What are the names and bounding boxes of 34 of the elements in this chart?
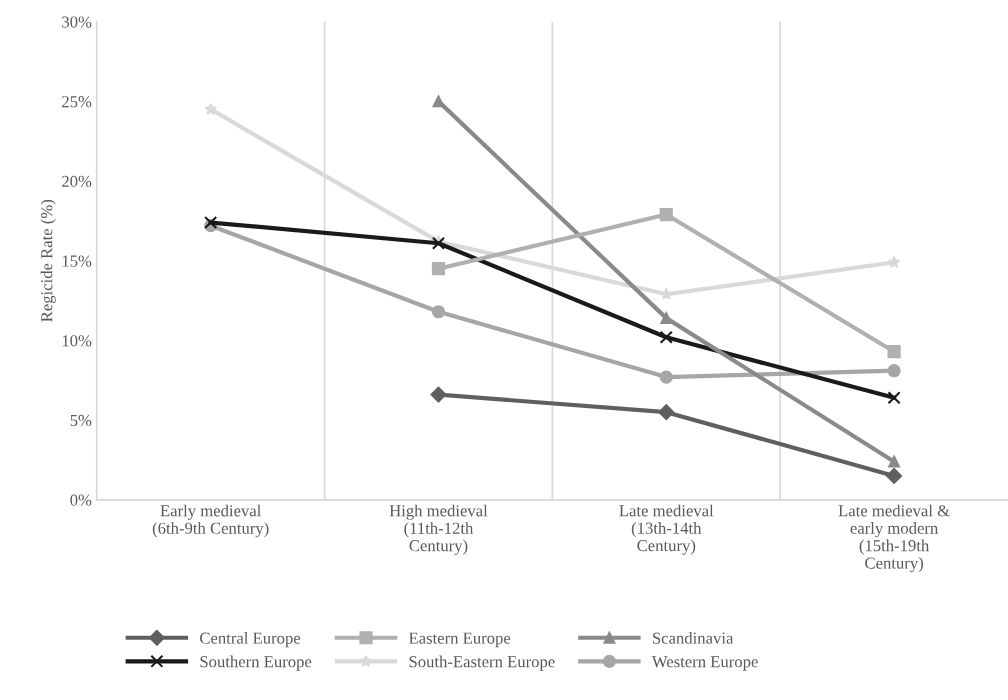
- legend-label: Southern Europe: [200, 655, 312, 671]
- y-tick-label: 0%: [70, 494, 92, 506]
- point: [886, 467, 903, 484]
- point: [430, 386, 447, 403]
- legend-label: South-Eastern Europe: [409, 655, 555, 671]
- legend-label: Central Europe: [200, 632, 301, 648]
- x-tick-label: Late medieval (13th-14th Century): [619, 504, 714, 555]
- y-axis-title: Regicide Rate (%): [40, 199, 56, 322]
- y-tick-label: 10%: [62, 335, 92, 347]
- x-tick-label: Early medieval (6th-9th Century): [152, 504, 269, 538]
- point: [204, 102, 217, 115]
- x-tick-label: Late medieval & early modern (15th-19th Century): [838, 504, 950, 573]
- point: [660, 312, 673, 325]
- point: [659, 207, 673, 222]
- legend-label: Scandinavia: [653, 632, 734, 644]
- point: [887, 391, 901, 405]
- y-tick-label: 30%: [62, 16, 92, 28]
- y-tick-label: 25%: [62, 96, 92, 108]
- point: [888, 455, 900, 468]
- legend-label: Eastern Europe: [408, 632, 511, 648]
- point: [658, 404, 675, 421]
- point: [659, 330, 673, 344]
- point: [204, 215, 218, 230]
- point: [431, 262, 446, 276]
- y-tick-label: 5%: [70, 414, 92, 427]
- point: [431, 305, 446, 319]
- y-tick-label: 15%: [62, 255, 92, 267]
- point: [887, 255, 901, 268]
- point: [659, 370, 673, 384]
- point: [887, 364, 901, 378]
- point: [887, 344, 901, 359]
- y-tick-label: 20%: [62, 175, 92, 188]
- legend-label: Western Europe: [651, 656, 758, 671]
- x-tick-label: High medieval (11th-12th Century): [389, 504, 488, 555]
